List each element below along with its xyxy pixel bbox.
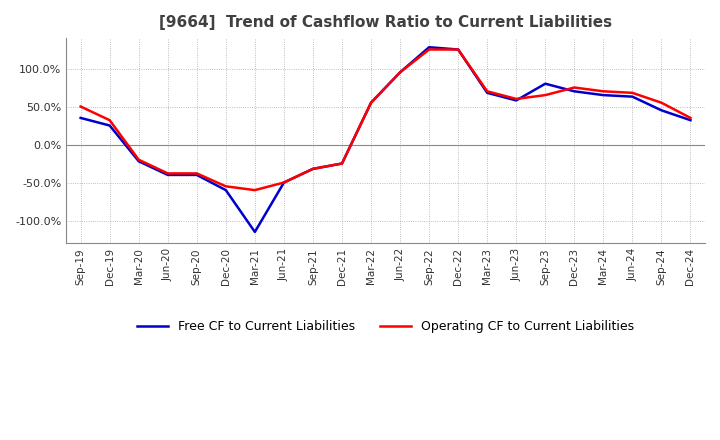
Operating CF to Current Liabilities: [135, 157, 143, 162]
Operating CF to Current Liabilities: [657, 100, 666, 105]
Operating CF to Current Liabilities: [425, 47, 433, 52]
Free CF to Current Liabilities: [135, 158, 143, 164]
Operating CF to Current Liabilities: [570, 85, 579, 90]
Operating CF to Current Liabilities: [222, 183, 230, 189]
Operating CF to Current Liabilities: [628, 90, 636, 95]
Free CF to Current Liabilities: [570, 89, 579, 94]
Free CF to Current Liabilities: [222, 187, 230, 193]
Operating CF to Current Liabilities: [309, 166, 318, 172]
Free CF to Current Liabilities: [483, 90, 492, 95]
Operating CF to Current Liabilities: [163, 171, 172, 176]
Free CF to Current Liabilities: [338, 161, 346, 166]
Operating CF to Current Liabilities: [541, 92, 549, 98]
Operating CF to Current Liabilities: [512, 96, 521, 102]
Operating CF to Current Liabilities: [192, 171, 201, 176]
Free CF to Current Liabilities: [279, 180, 288, 185]
Operating CF to Current Liabilities: [366, 100, 375, 105]
Free CF to Current Liabilities: [309, 166, 318, 172]
Free CF to Current Liabilities: [366, 100, 375, 105]
Free CF to Current Liabilities: [512, 98, 521, 103]
Operating CF to Current Liabilities: [686, 115, 695, 121]
Free CF to Current Liabilities: [425, 44, 433, 50]
Line: Operating CF to Current Liabilities: Operating CF to Current Liabilities: [81, 50, 690, 190]
Title: [9664]  Trend of Cashflow Ratio to Current Liabilities: [9664] Trend of Cashflow Ratio to Curren…: [159, 15, 612, 30]
Free CF to Current Liabilities: [657, 108, 666, 113]
Free CF to Current Liabilities: [76, 115, 85, 121]
Free CF to Current Liabilities: [599, 92, 608, 98]
Free CF to Current Liabilities: [163, 172, 172, 178]
Operating CF to Current Liabilities: [599, 89, 608, 94]
Free CF to Current Liabilities: [396, 70, 405, 75]
Legend: Free CF to Current Liabilities, Operating CF to Current Liabilities: Free CF to Current Liabilities, Operatin…: [132, 315, 639, 338]
Free CF to Current Liabilities: [628, 94, 636, 99]
Operating CF to Current Liabilities: [483, 89, 492, 94]
Operating CF to Current Liabilities: [396, 70, 405, 75]
Operating CF to Current Liabilities: [279, 180, 288, 185]
Free CF to Current Liabilities: [686, 117, 695, 123]
Free CF to Current Liabilities: [541, 81, 549, 86]
Operating CF to Current Liabilities: [251, 187, 259, 193]
Free CF to Current Liabilities: [105, 123, 114, 128]
Operating CF to Current Liabilities: [105, 117, 114, 123]
Operating CF to Current Liabilities: [76, 104, 85, 109]
Line: Free CF to Current Liabilities: Free CF to Current Liabilities: [81, 47, 690, 232]
Operating CF to Current Liabilities: [454, 47, 462, 52]
Operating CF to Current Liabilities: [338, 161, 346, 166]
Free CF to Current Liabilities: [454, 47, 462, 52]
Free CF to Current Liabilities: [192, 172, 201, 178]
Free CF to Current Liabilities: [251, 229, 259, 235]
